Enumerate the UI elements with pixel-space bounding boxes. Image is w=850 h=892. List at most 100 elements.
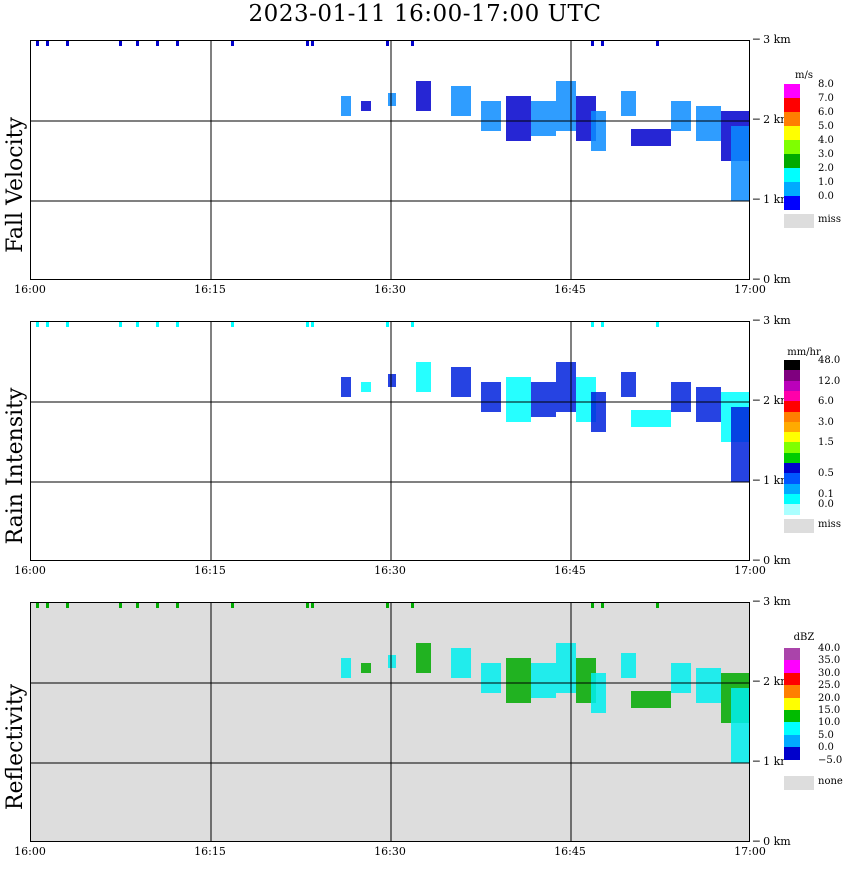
legend-swatch bbox=[784, 660, 800, 674]
legend-swatch bbox=[784, 84, 800, 98]
echo-speck bbox=[311, 322, 314, 327]
echo-speck bbox=[136, 41, 139, 46]
legend-label: miss bbox=[818, 518, 841, 530]
legend-swatch bbox=[784, 776, 814, 790]
echo-speck bbox=[591, 322, 594, 327]
legend-swatch bbox=[784, 168, 800, 182]
echo-patch bbox=[451, 648, 471, 678]
legend-swatch bbox=[784, 401, 800, 413]
altitude-tick-label: ─ 2 km bbox=[753, 394, 791, 407]
legend-swatch bbox=[784, 759, 800, 773]
time-tick-label: 17:00 bbox=[734, 845, 766, 858]
echo-patch bbox=[631, 410, 671, 427]
echo-speck bbox=[306, 322, 309, 327]
echo-speck bbox=[306, 603, 309, 608]
echo-patch bbox=[388, 93, 396, 106]
altitude-tick-label: ─ 0 km bbox=[753, 273, 791, 286]
echo-speck bbox=[156, 603, 159, 608]
echo-speck bbox=[136, 603, 139, 608]
echo-speck bbox=[411, 322, 414, 327]
echo-speck bbox=[411, 603, 414, 608]
reflectivity-plot-area bbox=[30, 602, 750, 842]
echo-patch bbox=[671, 663, 691, 693]
echo-patch bbox=[416, 81, 431, 111]
echo-patch bbox=[506, 377, 531, 422]
altitude-tick-label: ─ 1 km bbox=[753, 193, 791, 206]
echo-speck bbox=[156, 322, 159, 327]
echo-patch bbox=[341, 96, 351, 116]
echo-speck bbox=[231, 603, 234, 608]
altitude-tick-label: ─ 3 km bbox=[753, 314, 791, 327]
echo-speck bbox=[176, 603, 179, 608]
echo-patch bbox=[506, 658, 531, 703]
echo-patch bbox=[621, 653, 636, 678]
echo-speck bbox=[36, 322, 39, 327]
legend-label: 4.0 bbox=[818, 135, 834, 146]
legend-swatch bbox=[784, 648, 800, 661]
echo-speck bbox=[119, 41, 122, 46]
legend-swatch bbox=[784, 360, 800, 371]
legend-swatch bbox=[784, 710, 800, 723]
legend-unit: dBZ bbox=[793, 632, 815, 643]
echo-patch bbox=[361, 382, 371, 392]
echo-speck bbox=[136, 322, 139, 327]
echo-speck bbox=[176, 41, 179, 46]
legend-label: 10.0 bbox=[818, 717, 841, 729]
altitude-tick-label: ─ 1 km bbox=[753, 474, 791, 487]
legend-label: 48.0 bbox=[818, 355, 841, 366]
echo-speck bbox=[156, 41, 159, 46]
echo-patch bbox=[621, 372, 636, 397]
legend-swatch bbox=[784, 182, 800, 196]
legend-swatch bbox=[784, 473, 800, 485]
legend-swatch bbox=[784, 483, 800, 495]
echo-patch bbox=[696, 106, 721, 141]
legend-swatch bbox=[784, 421, 800, 433]
echo-patch bbox=[481, 663, 501, 693]
legend-swatch bbox=[784, 463, 800, 474]
altitude-tick-label: ─ 0 km bbox=[753, 835, 791, 848]
echo-patch bbox=[631, 129, 671, 146]
legend-label: 15.0 bbox=[818, 705, 841, 716]
echo-speck bbox=[119, 603, 122, 608]
legend-label: 0.0 bbox=[818, 742, 834, 754]
echo-patch bbox=[506, 96, 531, 141]
legend-swatch bbox=[784, 518, 814, 533]
legend-swatch bbox=[784, 154, 800, 168]
echo-patch bbox=[341, 377, 351, 397]
legend-swatch bbox=[784, 196, 800, 210]
legend-label: 0.0 bbox=[818, 191, 834, 202]
echo-speck bbox=[386, 603, 389, 608]
echo-speck bbox=[66, 41, 69, 46]
echo-speck bbox=[36, 41, 39, 46]
altitude-tick-label: ─ 3 km bbox=[753, 33, 791, 46]
echo-patch bbox=[696, 387, 721, 422]
echo-speck bbox=[231, 322, 234, 327]
time-tick-label: 16:30 bbox=[374, 564, 406, 577]
time-tick-label: 16:00 bbox=[14, 283, 46, 296]
legend-swatch bbox=[784, 411, 800, 423]
legend-swatch bbox=[784, 140, 800, 154]
echo-patch bbox=[671, 101, 691, 131]
legend-label: 0.1 bbox=[818, 488, 834, 500]
echo-patch bbox=[388, 655, 396, 668]
legend-label: 2.0 bbox=[818, 163, 834, 174]
echo-patch bbox=[731, 126, 749, 201]
legend-swatch bbox=[784, 432, 800, 444]
echo-speck bbox=[601, 41, 604, 46]
legend-label: 5.0 bbox=[818, 121, 834, 132]
legend-label: 3.0 bbox=[818, 149, 834, 160]
echo-patch bbox=[591, 673, 606, 713]
legend-label: 6.0 bbox=[818, 396, 834, 408]
echo-patch bbox=[531, 382, 556, 417]
time-tick-label: 16:15 bbox=[194, 845, 226, 858]
legend-label: 35.0 bbox=[818, 655, 841, 667]
rain-intensity-axis-label: Rain Intensity bbox=[3, 387, 28, 545]
echo-patch bbox=[531, 663, 556, 698]
echo-patch bbox=[361, 663, 371, 673]
echo-patch bbox=[481, 101, 501, 131]
echo-speck bbox=[656, 322, 659, 327]
legend-swatch bbox=[784, 697, 800, 711]
legend-label: 5.0 bbox=[818, 729, 834, 741]
time-tick-label: 16:30 bbox=[374, 845, 406, 858]
legend-swatch bbox=[784, 504, 800, 516]
